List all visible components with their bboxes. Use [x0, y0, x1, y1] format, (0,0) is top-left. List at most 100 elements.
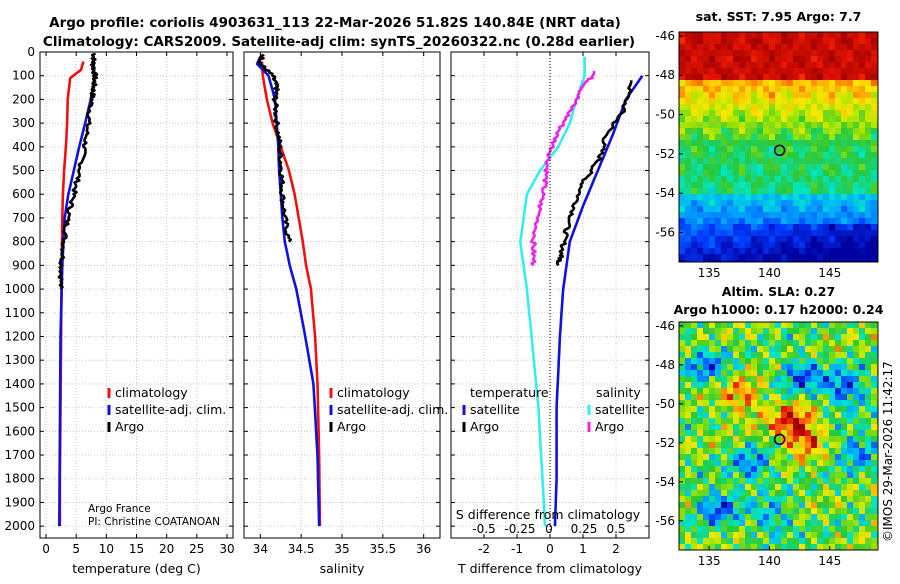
- map-cell: [829, 74, 836, 81]
- map-cell: [685, 236, 692, 243]
- series-temperature-satellite: [553, 74, 644, 527]
- map-cell: [733, 182, 740, 189]
- map-cell: [745, 436, 752, 443]
- map-cell: [829, 478, 836, 485]
- map-cell: [823, 182, 830, 189]
- map-cell: [823, 224, 830, 231]
- map-cell: [799, 236, 806, 243]
- map-cell: [745, 218, 752, 225]
- map-cell: [787, 104, 794, 111]
- map-cell: [745, 448, 752, 455]
- map-cell: [781, 116, 788, 123]
- map-cell: [805, 62, 812, 69]
- map-cell: [817, 406, 824, 413]
- map-cell: [871, 466, 878, 473]
- map-cell: [847, 260, 854, 263]
- map-cell: [865, 370, 872, 377]
- map-cell: [751, 340, 758, 347]
- map-cell: [757, 122, 764, 129]
- map-cell: [727, 352, 734, 359]
- map-cell: [691, 430, 698, 437]
- legend-title-salinity: salinity: [596, 385, 641, 400]
- map-cell: [691, 340, 698, 347]
- map-x-tick-label: 145: [818, 266, 841, 280]
- map-x-tick-label: 145: [818, 554, 841, 568]
- map-cell: [709, 68, 716, 75]
- map-cell: [709, 328, 716, 335]
- map-cell: [835, 224, 842, 231]
- map-cell: [727, 496, 734, 503]
- map-cell: [823, 176, 830, 183]
- map-cell: [745, 110, 752, 117]
- map-cell: [763, 322, 770, 329]
- map-cell: [769, 526, 776, 533]
- map-cell: [829, 424, 836, 431]
- map-cell: [793, 152, 800, 159]
- map-cell: [781, 86, 788, 93]
- map-cell: [709, 170, 716, 177]
- map-cell: [823, 158, 830, 165]
- map-cell: [793, 340, 800, 347]
- map-cell: [841, 358, 848, 365]
- map-cell: [745, 406, 752, 413]
- map-cell: [739, 212, 746, 219]
- map-cell: [697, 526, 704, 533]
- map-cell: [769, 200, 776, 207]
- map-cell: [823, 248, 830, 255]
- map-cell: [793, 514, 800, 521]
- map-cell: [865, 526, 872, 533]
- map-cell: [691, 514, 698, 521]
- map-cell: [805, 182, 812, 189]
- map-y-tick-label: -48: [655, 68, 675, 82]
- x-tick-label: 34.5: [288, 542, 315, 556]
- map-cell: [787, 200, 794, 207]
- map-cell: [781, 200, 788, 207]
- map-cell: [793, 526, 800, 533]
- map-cell: [859, 242, 866, 249]
- map-cell: [739, 352, 746, 359]
- map-cell: [733, 56, 740, 63]
- map-cell: [865, 406, 872, 413]
- map-cell: [715, 520, 722, 527]
- map-cell: [703, 110, 710, 117]
- map-cell: [781, 454, 788, 461]
- map-cell: [811, 376, 818, 383]
- map-cell: [865, 218, 872, 225]
- map-cell: [805, 388, 812, 395]
- x-tick-label: 1: [579, 542, 587, 556]
- map-cell: [685, 32, 692, 39]
- map-cell: [745, 44, 752, 51]
- map-cell: [859, 254, 866, 261]
- map-cell: [847, 188, 854, 195]
- map-cell: [709, 442, 716, 449]
- map-cell: [727, 418, 734, 425]
- map-cell: [859, 334, 866, 341]
- map-cell: [835, 436, 842, 443]
- map-cell: [871, 98, 878, 105]
- map-cell: [691, 466, 698, 473]
- map-cell: [781, 152, 788, 159]
- map-cell: [691, 128, 698, 135]
- map-cell: [769, 436, 776, 443]
- map-cell: [721, 182, 728, 189]
- map-cell: [847, 176, 854, 183]
- map-cell: [703, 32, 710, 39]
- map-cell: [781, 538, 788, 545]
- map-cell: [763, 80, 770, 87]
- map-cell: [715, 122, 722, 129]
- map-cell: [769, 484, 776, 491]
- map-cell: [709, 176, 716, 183]
- map-cell: [691, 236, 698, 243]
- map-cell: [691, 176, 698, 183]
- map-cell: [781, 448, 788, 455]
- map-cell: [733, 104, 740, 111]
- map-cell: [865, 164, 872, 171]
- map-cell: [835, 134, 842, 141]
- map-cell: [697, 56, 704, 63]
- map-cell: [787, 508, 794, 515]
- map-cell: [715, 128, 722, 135]
- map-cell: [745, 200, 752, 207]
- map-cell: [709, 212, 716, 219]
- map-cell: [841, 478, 848, 485]
- map-cell: [769, 248, 776, 255]
